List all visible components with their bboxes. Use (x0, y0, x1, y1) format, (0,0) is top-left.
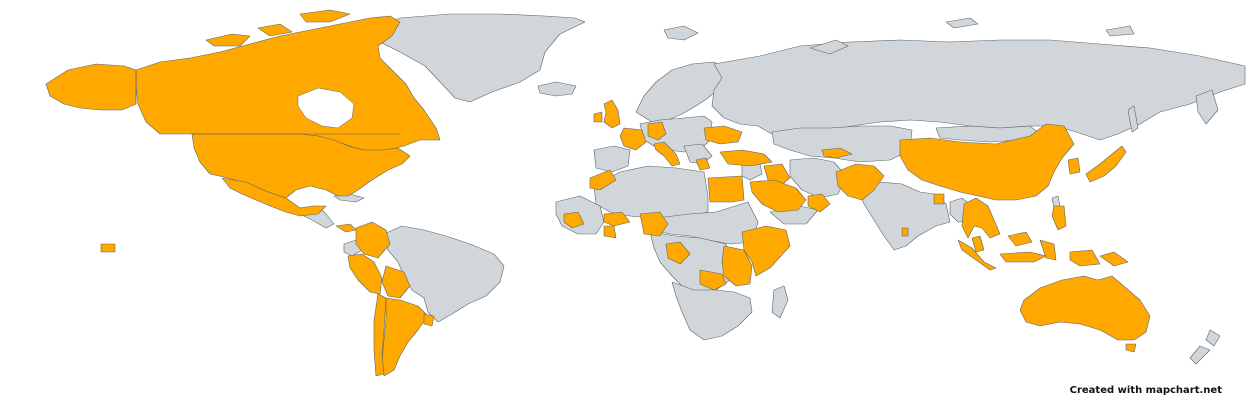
map-credit: Created with mapchart.net (1069, 385, 1222, 396)
region-canadian-arctic (205, 9, 351, 47)
country-greenland (371, 13, 586, 103)
country-italy (653, 141, 681, 167)
region-arctic-islands (809, 17, 1135, 55)
country-sri-lanka (901, 227, 909, 237)
hudson-bay (297, 87, 355, 129)
country-germany (647, 121, 667, 141)
region-sahel (651, 201, 759, 245)
country-papua-new-guinea (1099, 251, 1129, 267)
region-sakhalin (1127, 105, 1139, 133)
country-ukraine (703, 125, 743, 145)
country-greece (695, 157, 711, 171)
country-egypt (707, 175, 745, 203)
country-south-korea (1067, 157, 1081, 175)
country-oman (807, 193, 831, 213)
country-zambia (699, 269, 727, 291)
region-tasmania (1125, 343, 1137, 353)
country-saudi-arabia (749, 179, 807, 213)
country-india (857, 181, 951, 251)
country-new-zealand (1189, 329, 1221, 365)
country-bangladesh (933, 193, 945, 205)
country-ethiopia-somalia (741, 225, 791, 277)
country-united-kingdom (603, 99, 621, 129)
country-argentina (381, 297, 429, 377)
country-peru (347, 253, 383, 295)
country-mexico (221, 177, 327, 217)
country-japan (1085, 145, 1127, 183)
country-armenia-azerbaijan (821, 147, 853, 159)
region-kamchatka (1195, 89, 1219, 125)
country-thailand-cambodia-vietnam (961, 197, 1001, 239)
country-indonesia (957, 239, 1101, 271)
country-madagascar (771, 285, 789, 319)
country-chile (373, 293, 387, 377)
region-southern-africa (671, 281, 753, 341)
country-united-states-alaska (45, 63, 137, 111)
country-bolivia (381, 265, 411, 299)
country-sierra-leone-liberia (563, 211, 585, 229)
country-france (619, 127, 647, 151)
country-uruguay (423, 313, 435, 327)
country-colombia (355, 221, 391, 259)
highlighted-countries (45, 9, 1151, 377)
us-hawaii (100, 243, 116, 253)
country-burkina-faso (603, 211, 631, 227)
country-malaysia (971, 231, 1033, 253)
country-australia (1019, 275, 1151, 341)
country-turkey (719, 149, 773, 167)
country-ghana (603, 225, 617, 239)
country-china (899, 123, 1075, 201)
country-iceland (537, 81, 577, 97)
country-philippines (1051, 205, 1067, 231)
country-russia (711, 39, 1246, 141)
country-nigeria (639, 211, 669, 237)
country-svalbard (663, 25, 699, 41)
country-ireland (593, 111, 603, 123)
country-dr-congo (665, 241, 691, 265)
country-iberia (593, 145, 631, 173)
borders (135, 70, 400, 135)
country-afghanistan-pakistan (835, 163, 885, 201)
country-morocco (589, 169, 617, 191)
country-iran (789, 157, 847, 199)
country-east-africa (721, 245, 753, 287)
